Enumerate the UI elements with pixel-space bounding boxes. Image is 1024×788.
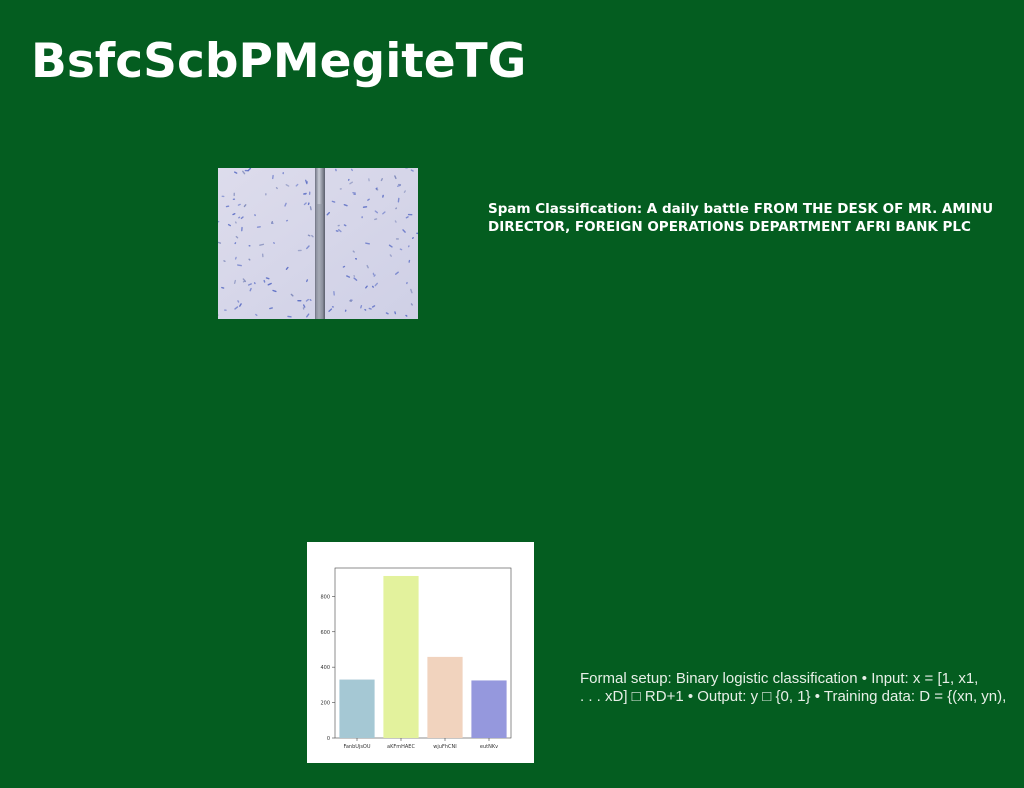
- y-tick-label: 800: [320, 594, 330, 600]
- bacteria-specks: [218, 168, 418, 318]
- bar: [471, 680, 507, 738]
- plot-frame: [334, 567, 512, 739]
- x-tick-label: wjuFhCNI: [433, 744, 456, 750]
- microscope-photo-image: [218, 168, 418, 319]
- bar: [339, 679, 375, 738]
- microscope-photo: [218, 168, 418, 319]
- y-tick-label: 400: [320, 665, 330, 671]
- y-tick-label: 0: [327, 736, 330, 742]
- x-tick-label: eutNKv: [480, 744, 498, 750]
- bar-chart-panel: 0 200 400 600 800 FanbUjsOU aKFmHAEC wjuFhCNI eu…: [307, 542, 534, 763]
- bar: [427, 656, 463, 738]
- y-tick-label: 200: [320, 701, 330, 707]
- caption-top: Spam Classification: A daily battle FROM…: [488, 201, 994, 235]
- bar-chart: 0 200 400 600 800 FanbUjsOU aKFmHAEC wjuFhCNI eu…: [320, 567, 512, 750]
- x-tick-label: aKFmHAEC: [387, 744, 415, 750]
- slide-title: BsfcScbPMegiteTG: [31, 34, 527, 89]
- caption-bottom: Formal setup: Binary logistic classifica…: [580, 670, 1007, 705]
- y-tick-label: 600: [320, 630, 330, 636]
- x-tick-label: FanbUjsOU: [343, 744, 370, 750]
- bar: [383, 575, 419, 738]
